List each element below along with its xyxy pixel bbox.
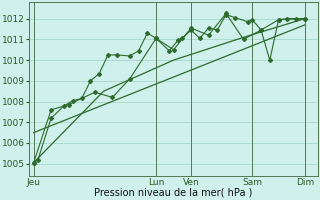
X-axis label: Pression niveau de la mer( hPa ): Pression niveau de la mer( hPa ) xyxy=(94,188,253,198)
